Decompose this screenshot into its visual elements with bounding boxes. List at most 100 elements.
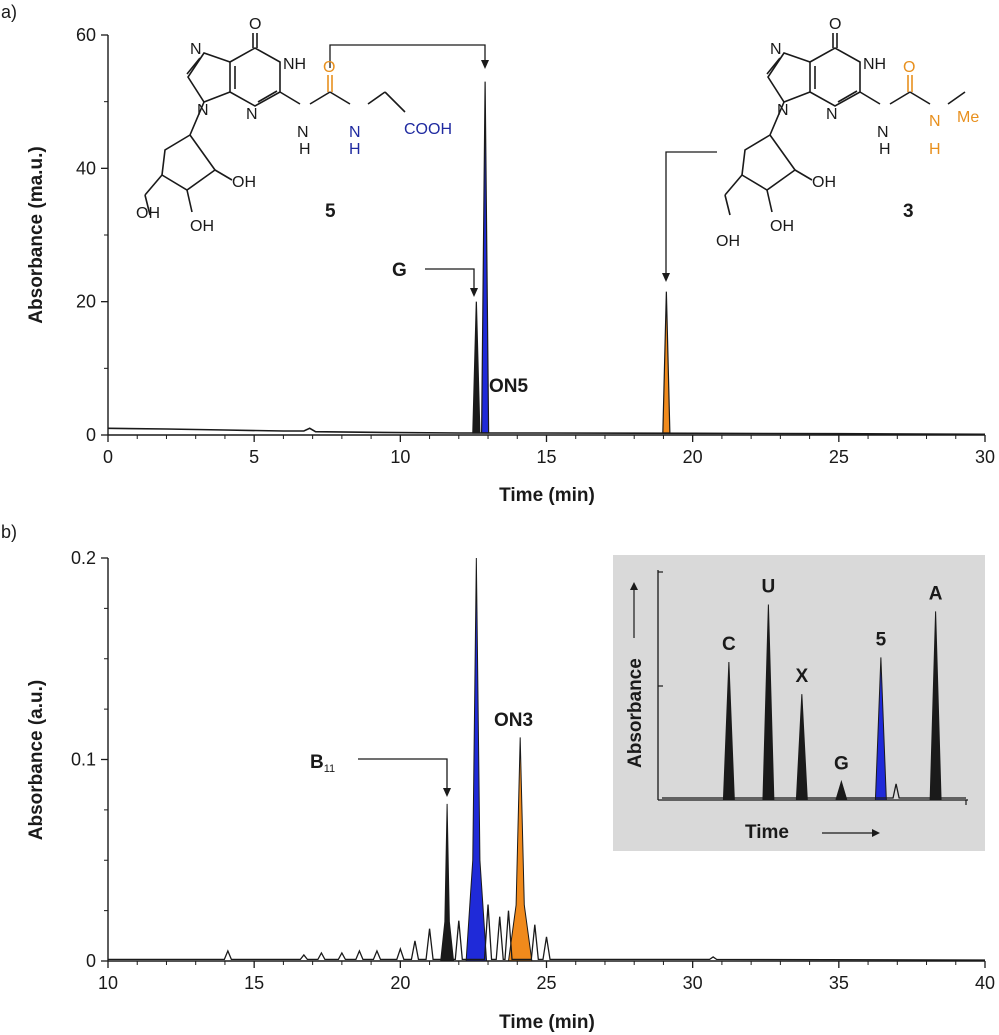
panel-b-y-ticks: 0 0.1 0.2 <box>71 548 108 971</box>
panel-a-baseline-trace <box>107 427 986 436</box>
structure-5-atom-h-blue: H <box>349 141 361 158</box>
peak-3-panel-a <box>662 291 671 434</box>
inset-peak-labels: C U X G 5 A <box>722 577 943 775</box>
structure-3 <box>724 33 966 216</box>
panel-b-x-tick-label: 25 <box>536 973 556 993</box>
panel-b-x-axis-label: Time (min) <box>499 1012 595 1033</box>
inset-trace <box>662 783 966 799</box>
panel-a-x-tick-label: 15 <box>536 447 556 467</box>
peak-label-on5: ON5 <box>489 376 529 397</box>
peak-label-b11: B11 <box>310 752 335 775</box>
peak-5-panel-a <box>480 81 490 434</box>
structure-3-atom-n-orange: N <box>929 113 941 130</box>
panel-b-x-tick-label: 20 <box>390 973 410 993</box>
panel-a-x-tick-label: 20 <box>683 447 703 467</box>
structure-3-atom-n3: N <box>826 106 838 123</box>
arrow-5-panel-a <box>329 44 486 68</box>
arrow-g-panel-a <box>425 268 475 290</box>
structure-5-atom-h-link: H <box>299 141 311 158</box>
panel-b-chart: 10 15 20 25 30 35 40 0 0.1 0.2 Time (min) Absorb… <box>26 376 995 1033</box>
peak-on5 <box>465 557 488 962</box>
structure-3-label: 3 <box>903 201 914 222</box>
inset-chart: Time Absorbance C U X G 5 A <box>613 555 985 851</box>
structure-3-oh-2: OH <box>770 218 794 235</box>
peak-label-b11-main: B <box>310 752 324 773</box>
structure-3-atom-h-link: H <box>879 141 891 158</box>
arrow-b11-head-icon <box>443 788 451 797</box>
panel-b-y-axis-label: Absorbance (a.u.) <box>26 680 47 840</box>
inset-peak-label-g: G <box>834 754 849 775</box>
panel-a-y-axis-label: Absorbance (ma.u.) <box>26 146 47 323</box>
panel-b-x-tick-label: 35 <box>829 973 849 993</box>
panel-b-y-tick-label: 0 <box>86 951 96 971</box>
structure-3-atom-n9: N <box>777 102 789 119</box>
arrow-3-head-icon <box>662 273 670 282</box>
panel-b-label: b) <box>1 522 18 542</box>
panel-b-peaks <box>440 557 533 962</box>
structure-3-oh-5: OH <box>716 233 740 250</box>
structure-3-atom-n7: N <box>770 41 782 58</box>
panel-b-trace <box>108 904 986 961</box>
panel-a-y-tick-label: 20 <box>76 292 96 312</box>
structure-5-atom-o-top: O <box>249 16 261 33</box>
panel-b-x-tick-label: 30 <box>683 973 703 993</box>
inset-y-axis-label: Absorbance <box>625 658 646 768</box>
inset-peak-label-a: A <box>929 583 943 604</box>
structure-3-atom-o-urea: O <box>903 59 915 76</box>
inset-x-arrow-head-icon <box>872 829 880 837</box>
peak-on3 <box>507 737 533 962</box>
arrow-g-head-icon <box>470 288 478 297</box>
panel-b-x-ticks: 10 15 20 25 30 35 40 <box>98 961 995 993</box>
inset-peak-label-u: U <box>762 577 776 598</box>
panel-a-x-tick-label: 5 <box>249 447 259 467</box>
inset-peak-label-5: 5 <box>876 629 887 650</box>
peak-label-g-panel-a: G <box>392 260 407 281</box>
arrow-5-head-icon <box>481 60 489 69</box>
inset-x-axis-label: Time <box>745 822 789 843</box>
panel-a-y-tick-label: 40 <box>76 158 96 178</box>
structure-3-atom-o-top: O <box>829 16 841 33</box>
structure-5 <box>144 33 406 216</box>
panel-a-y-tick-label: 60 <box>76 25 96 45</box>
structure-5-atom-n9: N <box>197 102 209 119</box>
peak-label-b11-subscript: 11 <box>324 763 335 775</box>
peak-label-on3: ON3 <box>494 710 533 731</box>
inset-peak-label-c: C <box>722 634 736 655</box>
structure-3-oh-3: OH <box>812 174 836 191</box>
structure-5-oh-5: OH <box>136 205 160 222</box>
panel-a-chart: 0 5 10 15 20 25 30 0 20 40 60 Time (min) Absorban… <box>26 16 995 506</box>
panel-a-x-tick-label: 30 <box>975 447 995 467</box>
panel-a-x-axis-label: Time (min) <box>499 485 595 506</box>
structure-5-label: 5 <box>325 201 336 222</box>
structure-3-atom-nh1: NH <box>863 56 886 73</box>
structure-3-atom-h-orange: H <box>929 141 941 158</box>
structure-5-atom-n3: N <box>246 106 258 123</box>
panel-a-x-tick-label: 25 <box>829 447 849 467</box>
inset-y-arrow-head-icon <box>630 582 638 590</box>
panel-a-x-tick-label: 10 <box>390 447 410 467</box>
inset-peak-label-x: X <box>795 666 808 687</box>
peak-g-panel-a <box>472 301 481 434</box>
panel-a-y-ticks: 0 20 40 60 <box>76 25 108 445</box>
panel-b-x-tick-label: 15 <box>244 973 264 993</box>
structure-3-atom-nh-link: N <box>877 124 889 141</box>
structure-5-cooh: COOH <box>404 121 452 138</box>
panel-b-y-tick-label: 0.1 <box>71 750 96 770</box>
panel-b-x-tick-label: 10 <box>98 973 118 993</box>
peak-b11 <box>440 803 455 962</box>
structure-5-oh-3: OH <box>232 174 256 191</box>
structure-5-atom-nh-link: N <box>297 124 309 141</box>
panel-a-y-tick-label: 0 <box>86 425 96 445</box>
panel-a-label: a) <box>1 2 18 22</box>
structure-5-atom-n-blue: N <box>349 124 361 141</box>
structure-5-atom-n7: N <box>190 41 202 58</box>
panel-a-x-tick-label: 0 <box>103 447 113 467</box>
panel-b-x-tick-label: 40 <box>975 973 995 993</box>
structure-5-oh-2: OH <box>190 218 214 235</box>
structure-5-atom-nh1: NH <box>283 56 306 73</box>
panel-a-x-ticks: 0 5 10 15 20 25 30 <box>103 435 995 467</box>
arrow-3-panel-a <box>665 151 717 275</box>
structure-3-methyl: Me <box>957 109 979 126</box>
structure-5-atom-o-urea: O <box>323 59 335 76</box>
